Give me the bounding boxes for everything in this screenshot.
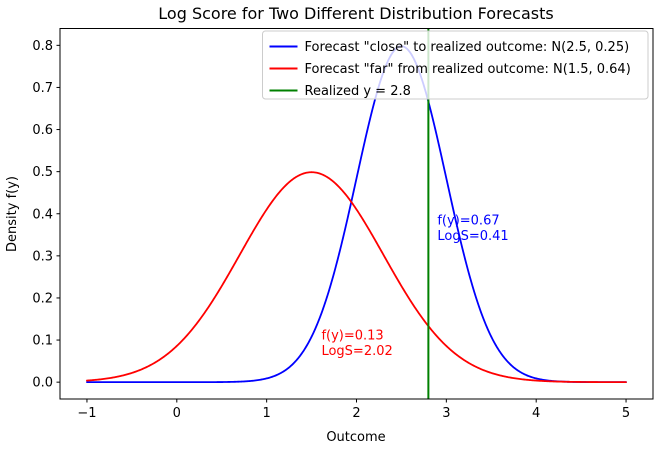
y-tick-label: 0.1 [32,334,53,349]
x-tick-label: 4 [532,406,540,421]
y-tick-label: 0.3 [32,249,53,264]
x-tick-label: 3 [442,406,450,421]
legend-frame [262,30,649,100]
y-tick-label: 0.7 [32,81,53,96]
y-tick-label: 0.8 [32,39,53,54]
chart-title: Log Score for Two Different Distribution… [158,4,553,23]
annotation-text: LogS=2.02 [321,344,392,359]
legend: Forecast "close" to realized outcome: N(… [262,30,649,100]
annotation-text: f(y)=0.67 [437,214,499,229]
x-tick-label: 0 [173,406,181,421]
annotation-text: LogS=0.41 [437,229,508,244]
y-axis-label: Density f(y) [5,176,20,252]
y-tick-label: 0.4 [32,207,53,222]
legend-item-label: Forecast "far" from realized outcome: N(… [305,62,631,77]
axis-ticks: −1 0 1 2 3 4 5 0.0 0.1 0.2 0.3 0.4 0.5 0.6 0.7 0.8 [32,39,630,421]
plot-border [59,28,654,400]
annotation-text: f(y)=0.13 [321,329,383,344]
legend-item-label: Realized y = 2.8 [305,84,411,99]
x-tick-label: −1 [77,406,96,421]
forecast-close-curve [86,45,627,384]
y-tick-label: 0.6 [32,123,53,138]
x-tick-label: 5 [622,406,630,421]
legend-item-label: Forecast "close" to realized outcome: N(… [305,40,630,55]
y-tick-label: 0.5 [32,165,53,180]
x-tick-label: 1 [263,406,271,421]
x-axis-label: Outcome [326,430,385,445]
y-tick-label: 0.2 [32,291,53,306]
y-tick-label: 0.0 [32,376,53,391]
x-tick-label: 2 [352,406,360,421]
forecast-far-curve [86,171,627,384]
